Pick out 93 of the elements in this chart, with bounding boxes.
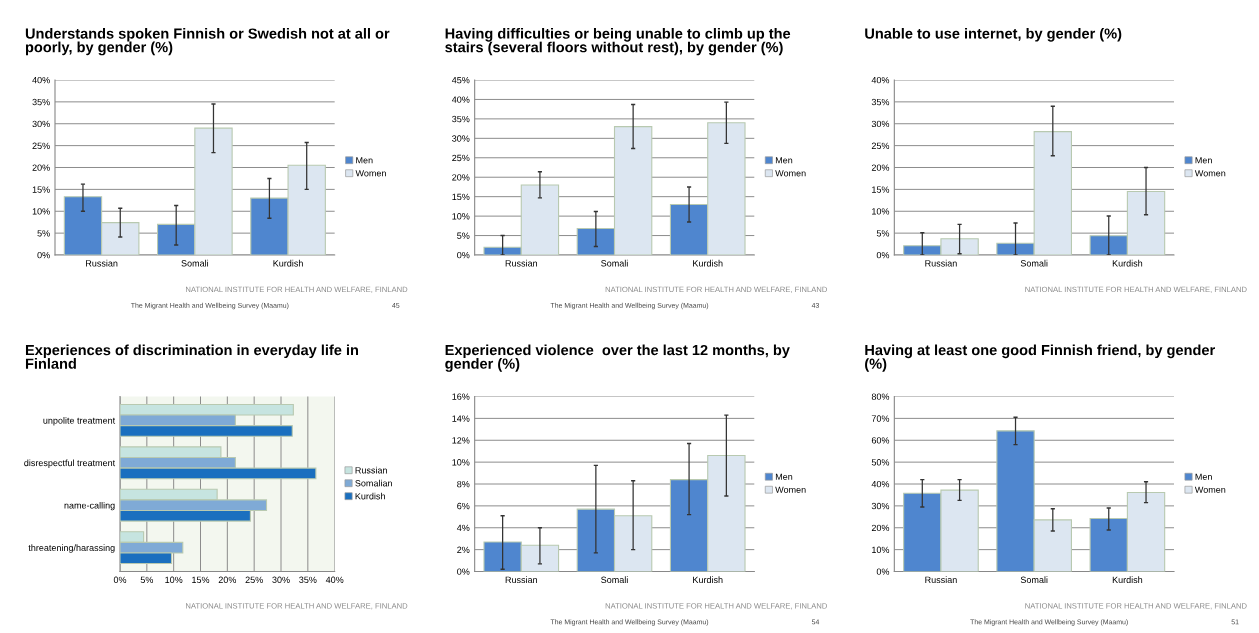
y-tick-label: name-calling [64,501,115,511]
y-tick-label: 0% [457,568,470,575]
y-tick-label: 50% [871,459,890,466]
y-tick-label: 20% [871,164,890,171]
y-tick-label: 30% [871,120,890,128]
x-tick-label: 40% [325,576,344,583]
legend-label: Women [775,170,806,177]
x-tick-label: Kurdish [693,576,723,583]
legend-label: Men [356,157,373,164]
legend-label: Men [775,473,793,480]
x-tick-label: Kurdish [273,259,303,267]
x-tick-label: Russian [925,259,957,267]
legend-label: Women [355,170,386,177]
x-tick-label: Kurdish [1112,259,1143,267]
chart-title: Understands spoken Finnish or Swedish not at all or poorly, by gender (%) [25,28,390,56]
chart-title: Experiences of discrimination in everyday life in Finland [25,344,359,369]
y-tick-label: 15% [872,186,890,193]
y-tick-label: 30% [452,135,470,142]
y-tick-label: 25% [452,154,470,162]
legend-label: Somalian [355,479,392,487]
chart-title: Experienced violence over the last 12 months, by gender (%) [445,344,790,372]
y-tick-label: 20% [452,174,470,181]
x-tick-label: 35% [299,576,317,583]
x-tick-label: Kurdish [693,259,723,267]
legend-label: Men [1195,473,1212,480]
x-tick-label: Somali [181,259,209,267]
y-tick-label: 5% [876,230,890,237]
x-tick-label: 20% [218,576,237,583]
y-tick-label: 40% [32,76,50,84]
x-tick-label: 15% [192,576,210,583]
legend-label: Women [1194,486,1226,493]
x-tick-label: 5% [140,576,154,583]
y-tick-label: 35% [32,98,50,106]
x-tick-label: Russian [505,576,537,583]
y-tick-label: 0% [876,251,890,259]
y-tick-label: 70% [871,415,890,422]
y-tick-label: threatening/harassing [28,544,115,553]
legend-label: Russian [355,466,387,474]
legend-label: Men [775,157,793,164]
x-tick-label: 30% [272,576,290,583]
y-tick-label: 0% [876,568,890,575]
y-tick-label: 2% [457,546,470,553]
y-tick-label: 20% [871,524,890,532]
y-tick-label: 45% [451,77,470,84]
y-tick-label: 40% [871,76,890,84]
y-tick-label: 10% [452,213,470,220]
y-tick-label: 60% [871,437,890,444]
x-tick-label: 10% [165,576,183,583]
y-tick-label: 10% [32,208,50,215]
y-tick-label: 40% [451,96,470,103]
y-tick-label: 10% [872,208,890,215]
y-tick-label: 6% [457,502,470,510]
x-tick-label: Somali [601,259,628,267]
y-tick-label: 10% [452,459,470,466]
y-tick-label: 15% [452,193,470,201]
legend-label: Women [1194,170,1226,177]
x-tick-label: 25% [245,576,263,583]
legend-label: Women [775,486,806,493]
y-tick-label: 40% [871,480,890,488]
y-tick-label: 20% [32,164,50,171]
y-tick-label: 80% [871,393,890,400]
x-tick-label: Russian [86,259,118,267]
chart-title: Unable to use internet, by gender (%) [865,28,1122,42]
y-tick-label: disrespectful treatment [24,459,116,468]
x-tick-label: Russian [925,576,957,583]
x-tick-label: Somali [1020,576,1048,583]
y-tick-label: 14% [452,415,470,422]
y-tick-label: 25% [871,142,890,149]
y-tick-label: 15% [32,186,50,193]
legend-label: Kurdish [355,492,385,500]
chart-title: Having difficulties or being unable to climb up the stairs (several floors without rest), by gender (%) [445,28,791,56]
y-tick-label: 12% [452,437,470,444]
legend-label: Men [1195,157,1212,164]
y-tick-label: 35% [452,115,470,123]
y-tick-label: 16% [452,393,470,400]
y-tick-label: 35% [871,98,890,106]
y-tick-label: 10% [872,546,890,553]
y-tick-label: 5% [37,230,50,237]
x-tick-label: Kurdish [1112,576,1143,583]
y-tick-label: 5% [457,232,470,239]
y-tick-label: 0% [457,251,470,259]
x-tick-label: Somali [601,576,628,583]
y-tick-label: 25% [32,142,50,149]
y-tick-label: 30% [32,120,50,128]
x-tick-label: Russian [505,259,537,267]
x-tick-label: 0% [113,576,127,583]
y-tick-label: 4% [456,524,470,532]
y-tick-label: 30% [871,502,890,510]
y-tick-label: unpolite treatment [43,417,116,426]
y-tick-label: 8% [457,480,470,488]
y-tick-label: 0% [37,251,50,259]
x-tick-label: Somali [1020,259,1048,267]
chart-title: Having at least one good Finnish friend, by gender (%) [865,344,1215,372]
